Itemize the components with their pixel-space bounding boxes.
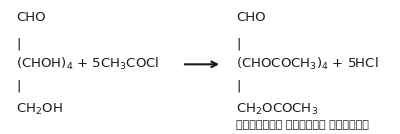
- Text: |: |: [236, 79, 240, 92]
- Text: CHO: CHO: [236, 11, 266, 24]
- Text: |: |: [16, 79, 20, 92]
- Text: (CHOH)$_4$ + 5CH$_3$COCl: (CHOH)$_4$ + 5CH$_3$COCl: [16, 56, 159, 72]
- Text: CH$_2$OH: CH$_2$OH: [16, 102, 63, 117]
- Text: (CHOCOCH$_3$)$_4$ + 5HCl: (CHOCOCH$_3$)$_4$ + 5HCl: [236, 56, 379, 72]
- Text: |: |: [16, 38, 20, 51]
- Text: CHO: CHO: [16, 11, 46, 24]
- Text: CH$_2$OCOCH$_3$: CH$_2$OCOCH$_3$: [236, 102, 318, 117]
- Text: |: |: [236, 38, 240, 51]
- Text: ग्लूकोस पेन्टा एसीटेट: ग्लूकोस पेन्टा एसीटेट: [236, 120, 369, 130]
